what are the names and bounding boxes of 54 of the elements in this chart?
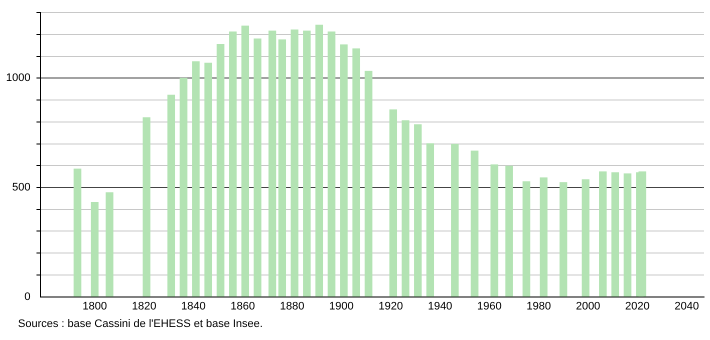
bar bbox=[204, 62, 212, 297]
bar bbox=[74, 168, 82, 297]
bar bbox=[560, 182, 568, 297]
bar bbox=[451, 144, 459, 297]
bar bbox=[470, 150, 478, 297]
bar bbox=[90, 202, 99, 297]
x-tick-label: 1800 bbox=[82, 300, 107, 312]
bar bbox=[402, 120, 410, 297]
bar bbox=[268, 30, 276, 297]
x-tick-label: 1840 bbox=[181, 300, 206, 312]
x-tick-label: 1980 bbox=[526, 300, 551, 312]
y-tick-label: 500 bbox=[12, 182, 30, 194]
bar bbox=[106, 192, 114, 297]
bar bbox=[278, 39, 286, 297]
x-tick-label: 1880 bbox=[280, 300, 304, 312]
bar bbox=[414, 124, 422, 297]
bar bbox=[290, 30, 298, 297]
bar bbox=[636, 172, 644, 297]
x-tick-label: 1920 bbox=[378, 300, 403, 312]
bar bbox=[142, 117, 150, 297]
bar bbox=[167, 94, 176, 297]
bar bbox=[254, 38, 262, 297]
bar bbox=[328, 32, 336, 297]
bar bbox=[364, 70, 372, 297]
bar bbox=[389, 109, 398, 297]
x-tick-label: 2020 bbox=[625, 300, 650, 312]
bar bbox=[216, 44, 224, 297]
bar bbox=[192, 61, 200, 297]
bar bbox=[180, 78, 188, 297]
y-tick-label: 1000 bbox=[6, 72, 30, 84]
bar bbox=[426, 143, 434, 297]
y-tick-label: 0 bbox=[24, 290, 30, 303]
bar bbox=[522, 181, 530, 297]
bar bbox=[599, 171, 607, 297]
bar bbox=[490, 164, 498, 297]
x-tick-label: 1900 bbox=[329, 300, 354, 312]
x-tick-label: 2040 bbox=[674, 300, 699, 312]
bar bbox=[352, 48, 360, 297]
bar bbox=[229, 32, 237, 297]
x-tick-label: 1820 bbox=[132, 300, 156, 312]
bar bbox=[624, 173, 632, 297]
source-note: Sources : base Cassini de l'EHESS et base Insee. bbox=[18, 318, 264, 330]
x-tick-label: 1940 bbox=[428, 300, 452, 312]
bar bbox=[340, 44, 348, 297]
x-tick-label: 1960 bbox=[477, 300, 502, 312]
x-tick-label: 2000 bbox=[576, 300, 600, 312]
x-tick-label: 1860 bbox=[230, 300, 255, 312]
bar bbox=[582, 179, 590, 297]
bar bbox=[315, 24, 324, 297]
bar bbox=[505, 166, 513, 297]
bar bbox=[611, 172, 620, 297]
bar bbox=[540, 177, 548, 297]
bar bbox=[241, 26, 250, 297]
bar bbox=[303, 30, 311, 297]
